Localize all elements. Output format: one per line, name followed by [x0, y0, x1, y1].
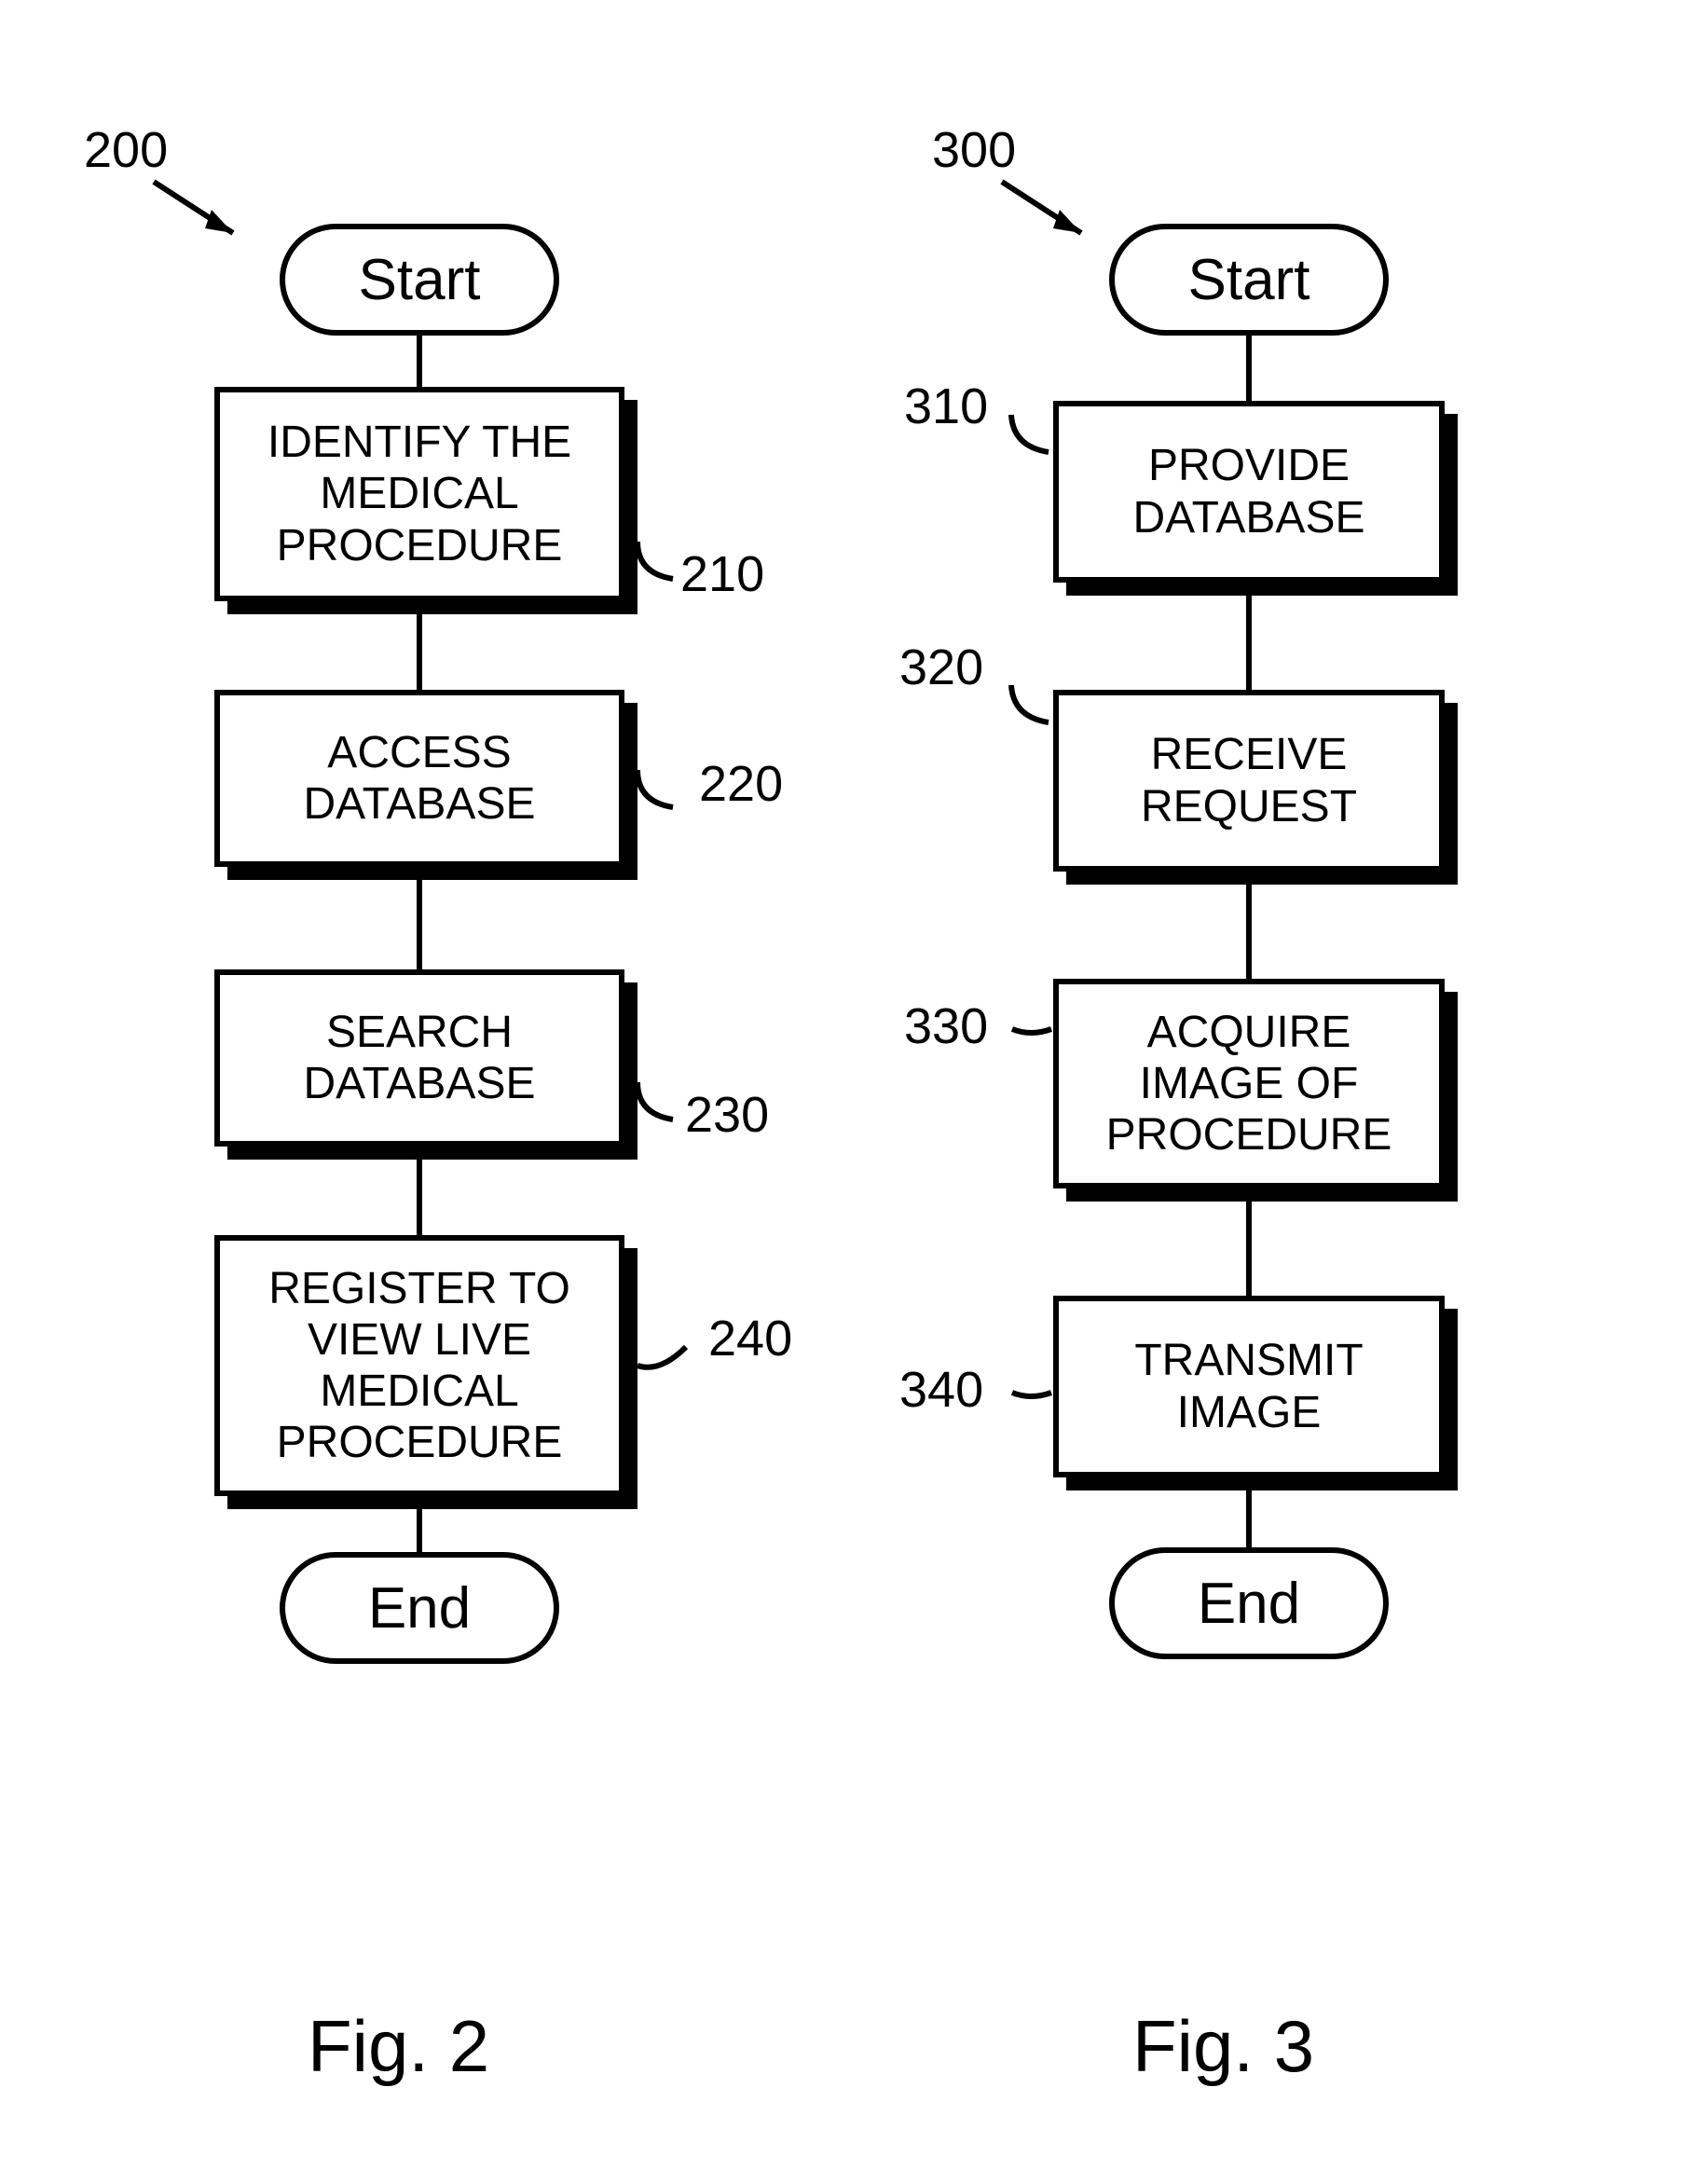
process-line: DATABASE	[304, 779, 536, 829]
connector	[417, 336, 422, 387]
terminal-end-right: End	[1109, 1547, 1389, 1659]
process-line: ACQUIRE	[1147, 1008, 1351, 1057]
process-330: ACQUIRE IMAGE OF PROCEDURE	[1053, 979, 1445, 1188]
ref-curve-240	[632, 1338, 697, 1384]
ref-curve-230	[632, 1077, 688, 1133]
flowchart-id-300: 300	[932, 121, 1016, 179]
process-line: IMAGE OF	[1140, 1059, 1359, 1108]
process-line: RECEIVE	[1151, 730, 1348, 779]
process-line: MEDICAL	[320, 469, 518, 518]
process-line: DATABASE	[304, 1059, 536, 1108]
process-230: SEARCH DATABASE	[214, 969, 624, 1147]
ref-220: 220	[699, 755, 783, 813]
ref-330: 330	[904, 997, 988, 1055]
ref-curve-340	[1007, 1380, 1058, 1417]
connector	[1246, 336, 1252, 401]
flowchart-id-200: 200	[84, 121, 168, 179]
process-line: PROCEDURE	[1106, 1110, 1392, 1160]
ref-340: 340	[899, 1361, 983, 1419]
process-line: REQUEST	[1141, 782, 1357, 831]
ref-210: 210	[680, 545, 764, 603]
ref-320: 320	[899, 639, 983, 696]
process-340-wrap: TRANSMIT IMAGE 340	[1053, 1296, 1445, 1477]
caption-fig3: Fig. 3	[1132, 2004, 1314, 2089]
process-line: PROCEDURE	[277, 521, 563, 570]
process-line: TRANSMIT	[1134, 1336, 1363, 1385]
process-line: SEARCH	[326, 1008, 513, 1057]
terminal-start-right: Start	[1109, 224, 1389, 336]
process-330-wrap: ACQUIRE IMAGE OF PROCEDURE 330	[1053, 979, 1445, 1188]
ref-230: 230	[685, 1086, 769, 1144]
page-canvas: 200 Start IDENTIFY THE MEDICAL PROCEDURE…	[0, 0, 1700, 2184]
process-line: MEDICAL	[320, 1367, 518, 1416]
ref-curve-330	[1007, 1016, 1058, 1053]
process-220: ACCESS DATABASE	[214, 690, 624, 867]
process-210: IDENTIFY THE MEDICAL PROCEDURE	[214, 387, 624, 601]
connector	[1246, 872, 1252, 979]
ref-curve-320	[1002, 676, 1058, 732]
ref-curve-220	[632, 764, 688, 820]
process-310: PROVIDE DATABASE	[1053, 401, 1445, 583]
ref-240: 240	[708, 1310, 792, 1367]
process-line: IMAGE	[1177, 1388, 1322, 1437]
process-line: IDENTIFY THE	[267, 418, 571, 467]
flowchart-right: Start PROVIDE DATABASE 310 RECEIVE REQUE	[1053, 224, 1445, 1659]
process-line: VIEW LIVE	[308, 1315, 531, 1365]
process-230-wrap: SEARCH DATABASE 230	[214, 969, 624, 1147]
ref-curve-210	[632, 536, 688, 592]
connector	[417, 1147, 422, 1235]
process-line: PROVIDE	[1148, 441, 1350, 490]
ref-310: 310	[904, 378, 988, 435]
process-line: ACCESS	[327, 728, 511, 777]
process-320-wrap: RECEIVE REQUEST 320	[1053, 690, 1445, 872]
process-210-wrap: IDENTIFY THE MEDICAL PROCEDURE 210	[214, 387, 624, 601]
process-line: PROCEDURE	[277, 1418, 563, 1467]
connector	[1246, 583, 1252, 690]
connector	[417, 867, 422, 969]
process-line: REGISTER TO	[268, 1264, 570, 1313]
process-310-wrap: PROVIDE DATABASE 310	[1053, 401, 1445, 583]
process-340: TRANSMIT IMAGE	[1053, 1296, 1445, 1477]
terminal-end-left: End	[280, 1552, 559, 1664]
connector	[417, 601, 422, 690]
process-240-wrap: REGISTER TO VIEW LIVE MEDICAL PROCEDURE …	[214, 1235, 624, 1496]
caption-fig2: Fig. 2	[308, 2004, 489, 2089]
terminal-start-left: Start	[280, 224, 559, 336]
connector	[1246, 1188, 1252, 1296]
process-220-wrap: ACCESS DATABASE 220	[214, 690, 624, 867]
flowchart-left: Start IDENTIFY THE MEDICAL PROCEDURE 210	[214, 224, 624, 1664]
process-line: DATABASE	[1133, 493, 1365, 543]
ref-curve-310	[1002, 405, 1058, 461]
process-240: REGISTER TO VIEW LIVE MEDICAL PROCEDURE	[214, 1235, 624, 1496]
process-320: RECEIVE REQUEST	[1053, 690, 1445, 872]
